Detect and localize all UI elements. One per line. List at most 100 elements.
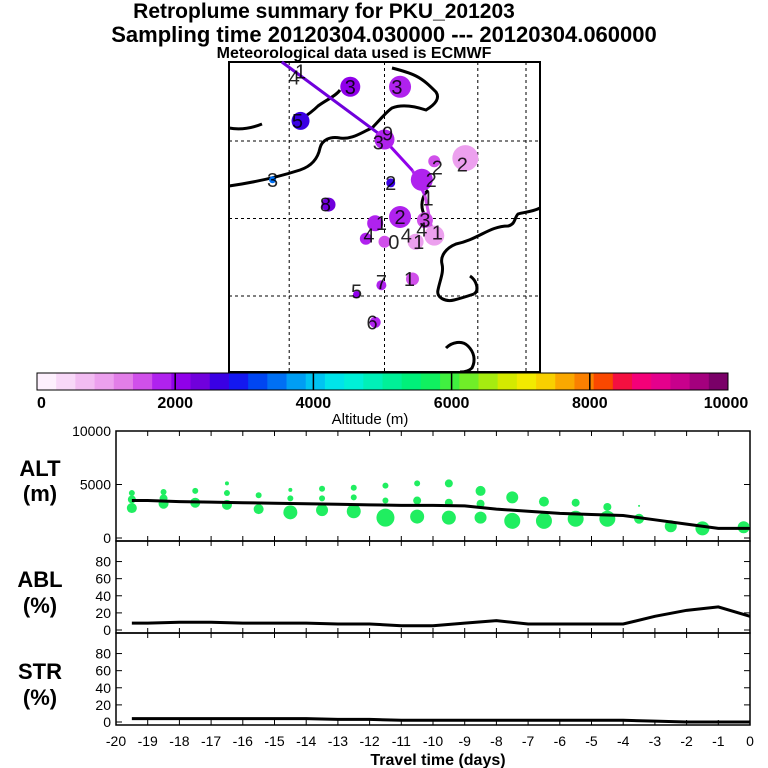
cluster-marker <box>367 215 384 232</box>
cluster-label: 4 <box>363 226 374 248</box>
x-axis: -20 -19 -18 -17 -16 -15 -14 -13 -12 -11 -10 -9 -8 -7-… <box>106 733 754 749</box>
sampling-time: Sampling time 20120304.030000 --- 201203… <box>111 22 657 47</box>
cluster-marker <box>386 178 396 188</box>
colorbar-swatch <box>516 373 537 390</box>
x-tick-label: -10 <box>423 733 443 749</box>
x-tick-label: -9 <box>458 733 471 749</box>
colorbar-swatch <box>344 373 364 390</box>
data-point <box>126 503 137 514</box>
x-axis-label: Travel time (days) <box>370 752 505 768</box>
colorbar-swatch <box>612 373 633 390</box>
x-tick-label: -7 <box>522 733 535 749</box>
x-tick-label: 0 <box>746 733 754 749</box>
cluster-marker <box>359 232 372 245</box>
x-tick-label: -11 <box>392 733 411 749</box>
cluster-label: 1 <box>413 232 424 254</box>
y-tick-label: 0 <box>103 530 111 546</box>
cluster-label: 2 <box>426 170 437 192</box>
x-tick-label: -16 <box>233 733 253 749</box>
cluster-marker <box>389 206 412 228</box>
colorbar-tick-label: 2000 <box>157 395 193 412</box>
data-point <box>350 494 357 501</box>
data-point <box>128 490 135 497</box>
colorbar-swatch <box>401 373 422 390</box>
colorbar-swatch <box>152 373 172 390</box>
cluster-marker <box>291 111 310 130</box>
colorbar-swatch <box>555 373 575 390</box>
cluster-label: 1 <box>432 223 443 245</box>
x-tick-label: -8 <box>490 733 503 749</box>
map-grid <box>229 62 540 372</box>
colorbar-swatch <box>190 373 211 390</box>
colorbar-swatch <box>382 373 403 390</box>
cluster-markers <box>269 75 479 328</box>
data-point <box>283 505 298 520</box>
cluster-marker <box>269 176 277 184</box>
x-tick-label: -17 <box>201 733 221 749</box>
data-point <box>382 497 389 504</box>
x-tick-label: -2 <box>680 733 693 749</box>
cluster-label: 5 <box>292 111 303 133</box>
cluster-label: 6 <box>366 312 377 334</box>
colorbar-swatch <box>305 373 326 390</box>
y-tick-label: 20 <box>95 697 111 713</box>
data-point <box>287 495 294 502</box>
colorbar-swatch <box>670 373 691 390</box>
panel-frame <box>115 632 751 726</box>
cluster-label: 0 <box>388 232 399 254</box>
colorbar-swatch <box>689 373 710 390</box>
colorbar-label: Altitude (m) <box>332 411 409 428</box>
y-tick-label: 60 <box>95 663 111 679</box>
colorbar-tick-label: 8000 <box>572 395 608 412</box>
x-tick-label: -3 <box>649 733 662 749</box>
panel-unit: (%) <box>23 685 57 710</box>
colorbar-swatch <box>593 373 614 390</box>
data-point <box>535 512 552 529</box>
data-point <box>160 488 167 495</box>
cluster-marker <box>378 235 391 248</box>
colorbar: 0 2000 4000 6000 8000 10000 <box>36 372 748 412</box>
x-tick-label: -14 <box>296 733 316 749</box>
panel-title: ABL <box>17 567 62 592</box>
cluster-marker <box>405 272 419 286</box>
colorbar-swatch <box>459 373 479 390</box>
colorbar-swatch <box>574 373 595 390</box>
colorbar-swatch <box>113 373 134 390</box>
data-point <box>319 485 326 492</box>
data-point <box>224 481 229 486</box>
x-tick-label: -6 <box>554 733 567 749</box>
colorbar-swatch <box>536 373 556 390</box>
y-tick-label: 40 <box>95 680 111 696</box>
cluster-marker <box>353 291 361 298</box>
colorbar-swatch <box>248 373 268 390</box>
data-point <box>476 499 485 508</box>
data-point <box>475 485 486 496</box>
cluster-marker <box>407 233 424 250</box>
x-tick-label: -19 <box>138 733 158 749</box>
colorbar-swatch <box>132 373 153 390</box>
cluster-label: 1 <box>376 213 387 235</box>
colorbar-swatch <box>267 373 288 390</box>
colorbar-swatch <box>497 373 518 390</box>
colorbar-swatch <box>420 373 441 390</box>
colorbar-swatch <box>324 373 345 390</box>
cluster-label: 7 <box>376 272 387 294</box>
data-point <box>255 492 262 499</box>
data-point <box>410 509 425 524</box>
data-point <box>316 504 329 517</box>
data-point <box>504 512 521 529</box>
cluster-marker <box>374 129 395 150</box>
cluster-marker <box>428 155 441 168</box>
cluster-label: 3 <box>267 170 278 192</box>
cluster-label: 9 <box>382 123 393 145</box>
x-tick-label: -12 <box>359 733 379 749</box>
cluster-label: 2 <box>432 157 443 179</box>
colorbar-swatch <box>708 373 729 390</box>
cluster-label: 5 <box>351 281 362 303</box>
colorbar-swatch <box>171 373 192 390</box>
x-tick-label: -15 <box>264 733 284 749</box>
x-tick-label: -4 <box>617 733 630 749</box>
cluster-label: 4 <box>416 219 427 241</box>
y-tick-label: 10000 <box>72 423 111 439</box>
